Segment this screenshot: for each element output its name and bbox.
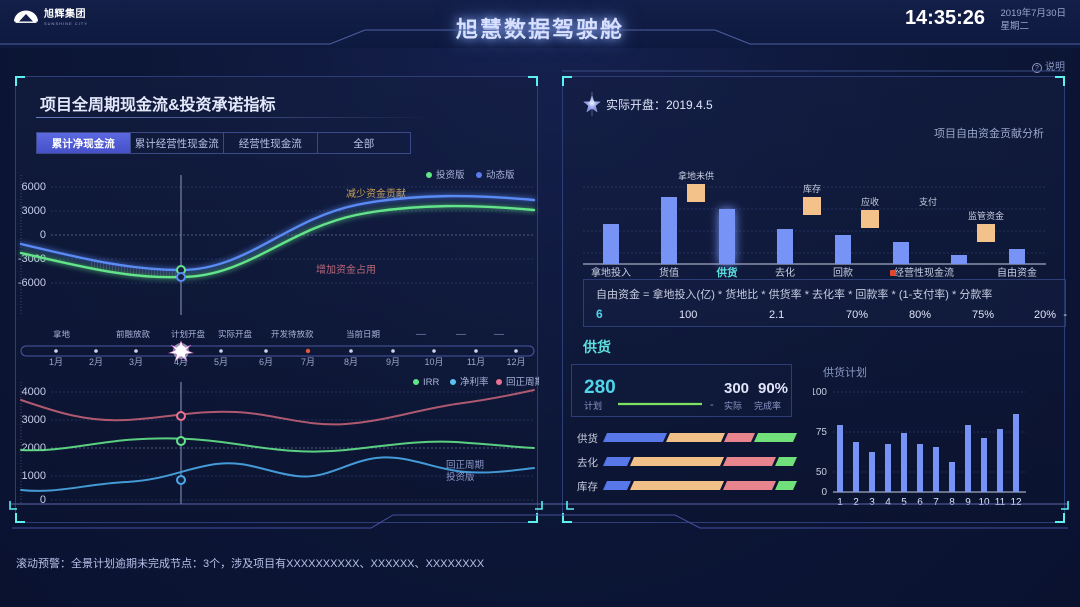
svg-text:280: 280 (584, 377, 616, 398)
svg-text:供货: 供货 (577, 432, 598, 445)
svg-text:供货: 供货 (716, 266, 738, 279)
svg-text:自由资金 = 拿地投入(亿) * 货地比 * 供货率 * 去: 自由资金 = 拿地投入(亿) * 货地比 * 供货率 * 去化率 * 回款率 *… (596, 287, 992, 301)
svg-text:库存: 库存 (577, 480, 598, 493)
svg-text:20%: 20% (1034, 309, 1056, 321)
svg-text:6月: 6月 (259, 357, 273, 366)
svg-text:自由资金: 自由资金 (997, 266, 1037, 279)
svg-text:计划: 计划 (584, 400, 602, 411)
svg-text:开发待放款: 开发待放款 (271, 330, 314, 339)
svg-text:监管资金: 监管资金 (968, 210, 1004, 221)
svg-text:2000: 2000 (22, 442, 46, 454)
svg-text:拿地投入: 拿地投入 (591, 266, 631, 279)
svg-text:3000: 3000 (22, 414, 46, 426)
svg-text:300: 300 (724, 380, 749, 397)
svg-text:-6000: -6000 (18, 277, 46, 289)
svg-text:净利率: 净利率 (460, 376, 489, 388)
svg-text:应收: 应收 (861, 196, 879, 207)
svg-text:0: 0 (821, 487, 827, 498)
svg-text:回正周期: 回正周期 (506, 377, 539, 388)
svg-text:3000: 3000 (22, 205, 46, 217)
svg-text:6: 6 (596, 307, 603, 321)
svg-text:投资版: 投资版 (436, 169, 465, 181)
svg-text:8月: 8月 (344, 357, 358, 366)
svg-text:拿地: 拿地 (53, 330, 71, 339)
svg-text:增加资金占用: 增加资金占用 (316, 263, 376, 276)
svg-text:—: — (416, 330, 426, 340)
svg-text:70%: 70% (846, 309, 868, 321)
svg-text:80%: 80% (909, 309, 931, 321)
svg-text:0: 0 (40, 229, 46, 241)
svg-text:90%: 90% (758, 380, 788, 397)
svg-text:2.1: 2.1 (769, 309, 784, 321)
svg-text:-: - (710, 399, 714, 411)
svg-text:9月: 9月 (386, 357, 400, 366)
svg-text:支付: 支付 (919, 196, 937, 207)
svg-text:1000: 1000 (22, 470, 46, 482)
svg-text:6000: 6000 (22, 181, 46, 193)
svg-text:12月: 12月 (506, 357, 525, 366)
svg-text:经营性现金流: 经营性现金流 (894, 266, 954, 279)
svg-text:—: — (456, 330, 466, 340)
svg-text:75%: 75% (972, 309, 994, 321)
svg-text:1月: 1月 (49, 357, 63, 366)
svg-text:2月: 2月 (89, 357, 103, 366)
svg-text:4月: 4月 (174, 357, 188, 366)
svg-text:库存: 库存 (803, 183, 821, 194)
svg-text:去化: 去化 (775, 266, 795, 279)
svg-text:11月: 11月 (467, 357, 485, 366)
svg-text:动态版: 动态版 (486, 169, 515, 181)
svg-text:完成率: 完成率 (754, 400, 781, 411)
svg-text:实际: 实际 (724, 400, 742, 411)
svg-text:7月: 7月 (301, 357, 315, 366)
svg-text:50: 50 (816, 467, 828, 478)
svg-text:实际开盘: 实际开盘 (218, 330, 253, 339)
svg-text:拿地未供: 拿地未供 (678, 170, 714, 181)
svg-text:5月: 5月 (214, 357, 228, 366)
svg-text:IRR: IRR (423, 377, 440, 388)
svg-text:前融放款: 前融放款 (116, 330, 151, 339)
svg-text:计划开盘: 计划开盘 (171, 330, 206, 339)
svg-text:回款: 回款 (833, 266, 853, 279)
svg-text:-: - (1063, 309, 1067, 321)
svg-text:—: — (494, 330, 504, 340)
svg-text:3月: 3月 (129, 357, 143, 366)
svg-text:4000: 4000 (22, 386, 46, 398)
svg-text:10月: 10月 (424, 357, 443, 366)
svg-text:去化: 去化 (577, 456, 598, 469)
svg-text:100: 100 (813, 387, 827, 398)
svg-text:货值: 货值 (659, 266, 679, 279)
svg-text:100: 100 (679, 309, 697, 321)
svg-text:当前日期: 当前日期 (346, 330, 380, 339)
svg-text:75: 75 (816, 427, 828, 438)
